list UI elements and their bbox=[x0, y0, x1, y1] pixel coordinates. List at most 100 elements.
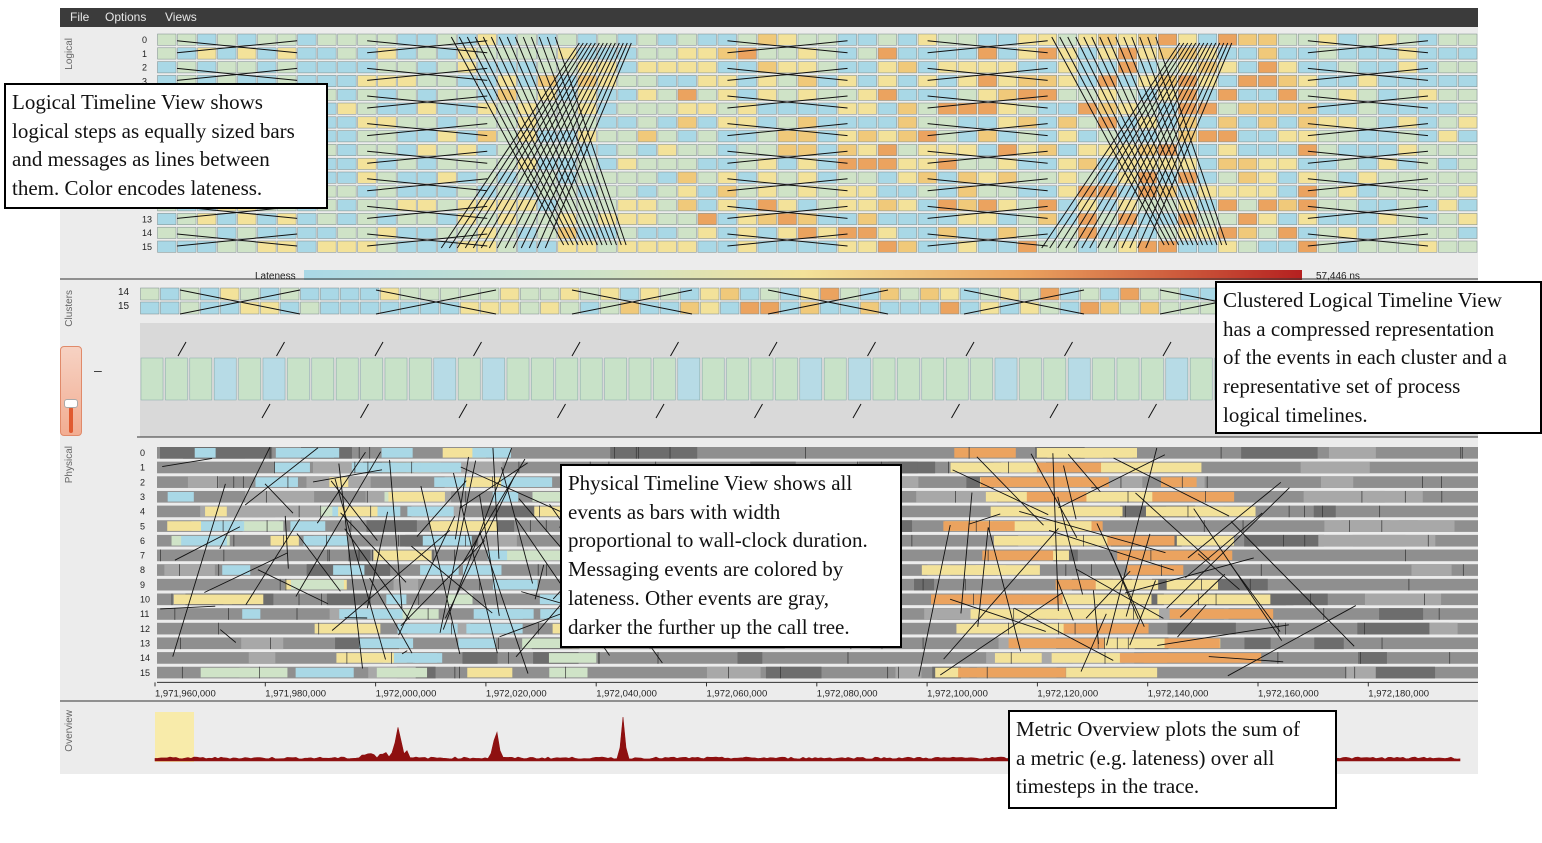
logical-step-bar bbox=[637, 130, 657, 143]
logical-step-bar bbox=[877, 157, 897, 170]
logical-step-bar bbox=[1218, 75, 1238, 87]
cluster-step-bar bbox=[880, 287, 900, 301]
cluster-slider-handle[interactable] bbox=[64, 399, 78, 408]
logical-step-bar bbox=[437, 213, 457, 225]
logical-step-bar bbox=[277, 33, 297, 46]
message-line bbox=[1135, 492, 1211, 561]
logical-step-bar bbox=[717, 157, 737, 170]
logical-step-bar bbox=[817, 88, 837, 101]
cluster-slider[interactable] bbox=[60, 346, 82, 436]
cluster-step-bar bbox=[320, 287, 340, 301]
logical-step-bar bbox=[217, 240, 237, 253]
logical-step-bar bbox=[1218, 130, 1238, 143]
message-line bbox=[949, 598, 1046, 632]
message-line bbox=[1106, 447, 1158, 646]
logical-step-bar bbox=[437, 144, 457, 156]
logical-step-bar bbox=[937, 157, 957, 170]
logical-step-bar bbox=[837, 102, 857, 115]
logical-step-bar bbox=[757, 185, 777, 198]
logical-step-bar bbox=[637, 33, 657, 46]
collapse-cluster-button[interactable]: – bbox=[94, 362, 102, 378]
messaging-event-bar bbox=[1084, 638, 1118, 649]
logical-step-bar bbox=[1017, 130, 1037, 143]
logical-step-bar bbox=[797, 199, 817, 212]
logical-step-bar bbox=[777, 61, 797, 74]
logical-step-bar bbox=[1037, 130, 1057, 143]
message-line bbox=[1166, 487, 1290, 609]
logical-step-bar bbox=[1218, 171, 1238, 184]
messaging-event-bar bbox=[414, 653, 443, 663]
logical-step-bar bbox=[1278, 75, 1298, 87]
logical-step-bar bbox=[557, 33, 577, 46]
physical-event-bar bbox=[1324, 520, 1391, 532]
messaging-event-bar bbox=[290, 579, 344, 590]
logical-step-bar bbox=[817, 61, 837, 74]
cluster-event-bar bbox=[604, 357, 627, 401]
cluster-step-bar bbox=[280, 287, 300, 301]
logical-step-bar bbox=[1037, 185, 1057, 198]
logical-step-bar bbox=[317, 213, 337, 225]
physical-event-bar bbox=[916, 490, 998, 503]
logical-step-bar bbox=[1278, 199, 1298, 212]
cluster-event-bar bbox=[531, 357, 554, 401]
overview-callout: Metric Overview plots the sum of a metri… bbox=[1008, 710, 1337, 809]
logical-step-bar bbox=[597, 75, 617, 87]
messaging-event-bar bbox=[490, 550, 525, 561]
callout-line: them. Color encodes lateness. bbox=[12, 176, 263, 201]
process-label: 1 bbox=[140, 463, 145, 473]
clustered-view-callout: Clustered Logical Timeline View has a co… bbox=[1215, 281, 1542, 434]
message-line bbox=[1307, 178, 1429, 192]
logical-step-bar bbox=[1338, 171, 1358, 184]
cluster-event-bar bbox=[848, 357, 871, 401]
cluster-event-bar bbox=[213, 357, 237, 401]
messaging-event-bar bbox=[167, 491, 194, 502]
message-line bbox=[1064, 341, 1073, 357]
logical-step-bar bbox=[377, 157, 397, 170]
physical-event-bar bbox=[924, 608, 1015, 620]
message-line bbox=[367, 67, 488, 81]
cluster-step-bar bbox=[480, 301, 500, 315]
message-line bbox=[1307, 233, 1429, 247]
logical-step-bar bbox=[417, 171, 437, 184]
message-line bbox=[172, 483, 226, 657]
message-line bbox=[367, 205, 488, 219]
logical-step-bar bbox=[1198, 116, 1218, 129]
physical-event-bar bbox=[1244, 534, 1324, 547]
logical-step-bar bbox=[477, 157, 497, 170]
logical-step-bar bbox=[697, 213, 717, 225]
physical-event-bar bbox=[1241, 447, 1318, 459]
cluster-event-bar bbox=[897, 357, 920, 401]
logical-step-bar bbox=[337, 157, 357, 170]
process-label: 6 bbox=[140, 536, 145, 546]
logical-step-bar bbox=[1318, 226, 1338, 239]
cluster-step-bar bbox=[140, 301, 160, 315]
messaging-event-bar bbox=[239, 667, 288, 678]
message-line bbox=[940, 592, 1064, 676]
logical-step-bar bbox=[637, 116, 657, 129]
logical-step-bar bbox=[177, 33, 197, 46]
logical-step-bar bbox=[757, 116, 777, 129]
message-line bbox=[1048, 530, 1174, 571]
message-line bbox=[1067, 454, 1101, 493]
logical-step-bar bbox=[437, 75, 457, 87]
cluster-event-bar bbox=[750, 357, 774, 401]
menu-file[interactable]: File bbox=[70, 10, 90, 24]
logical-step-bar bbox=[1458, 88, 1478, 101]
logical-step-bar bbox=[1057, 199, 1077, 212]
logical-step-bar bbox=[1198, 240, 1218, 253]
logical-step-bar bbox=[1178, 171, 1198, 184]
logical-step-bar bbox=[1017, 75, 1037, 87]
menu-views[interactable]: Views bbox=[165, 10, 197, 24]
logical-step-bar bbox=[1278, 61, 1298, 74]
logical-step-bar bbox=[1117, 144, 1137, 156]
logical-step-bar bbox=[717, 185, 737, 198]
logical-step-bar bbox=[697, 75, 717, 87]
logical-step-bar bbox=[737, 144, 757, 156]
logical-step-bar bbox=[1358, 226, 1378, 239]
axis-tick-label: 1,972,140,000 bbox=[1148, 688, 1209, 699]
logical-step-bar bbox=[837, 226, 857, 239]
messaging-event-bar bbox=[338, 506, 378, 517]
logical-step-bar bbox=[1418, 75, 1438, 87]
logical-step-bar bbox=[357, 33, 377, 46]
menu-options[interactable]: Options bbox=[105, 10, 147, 24]
